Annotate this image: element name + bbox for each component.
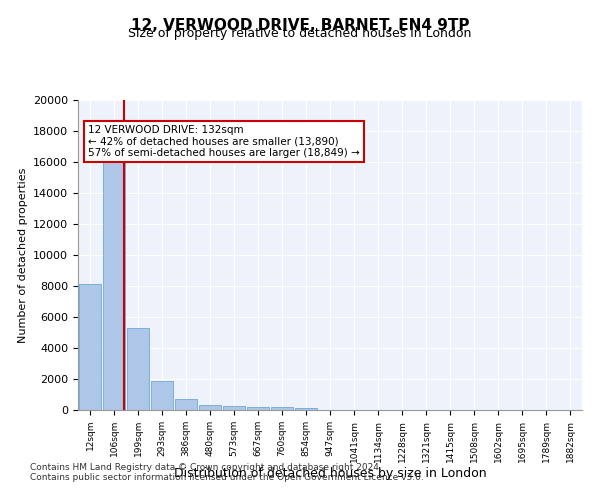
Bar bbox=[103, 154, 125, 410]
Bar bbox=[223, 406, 245, 410]
Bar bbox=[151, 382, 173, 410]
Text: Size of property relative to detached houses in London: Size of property relative to detached ho… bbox=[128, 28, 472, 40]
Bar bbox=[271, 407, 293, 410]
Bar bbox=[199, 404, 221, 410]
Text: Contains HM Land Registry data © Crown copyright and database right 2024.: Contains HM Land Registry data © Crown c… bbox=[30, 462, 382, 471]
Text: 12 VERWOOD DRIVE: 132sqm
← 42% of detached houses are smaller (13,890)
57% of se: 12 VERWOOD DRIVE: 132sqm ← 42% of detach… bbox=[88, 125, 360, 158]
X-axis label: Distribution of detached houses by size in London: Distribution of detached houses by size … bbox=[173, 468, 487, 480]
Text: Contains public sector information licensed under the Open Government Licence v3: Contains public sector information licen… bbox=[30, 472, 424, 482]
Bar bbox=[295, 408, 317, 410]
Text: 12, VERWOOD DRIVE, BARNET, EN4 9TP: 12, VERWOOD DRIVE, BARNET, EN4 9TP bbox=[131, 18, 469, 32]
Bar bbox=[79, 284, 101, 410]
Bar bbox=[127, 328, 149, 410]
Bar bbox=[247, 406, 269, 410]
Bar bbox=[175, 399, 197, 410]
Y-axis label: Number of detached properties: Number of detached properties bbox=[17, 168, 28, 342]
